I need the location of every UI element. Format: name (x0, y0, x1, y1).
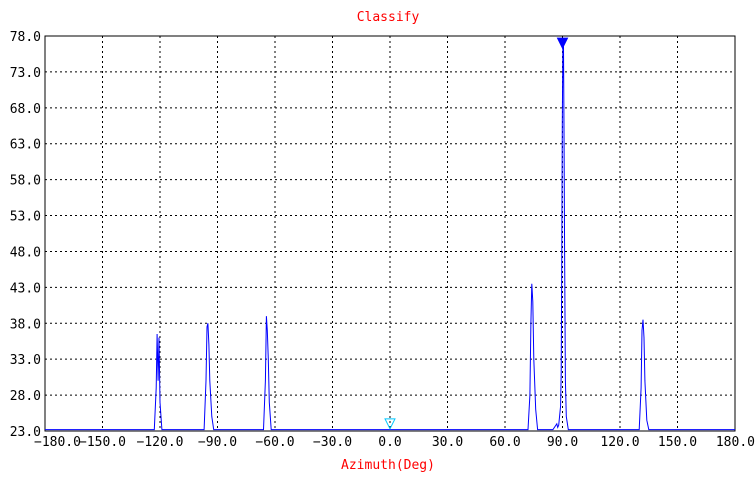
y-tick-label: 28.0 (10, 389, 41, 404)
plot-frame (44, 35, 736, 432)
y-tick-label: 78.0 (10, 30, 41, 45)
x-tick-label: −90.0 (198, 435, 237, 450)
y-tick-label: 68.0 (10, 102, 41, 117)
x-tick-label: −60.0 (255, 435, 294, 450)
cursor-marker (384, 418, 396, 430)
x-tick-label: 90.0 (547, 435, 578, 450)
y-tick-label: 33.0 (10, 353, 41, 368)
peak-marker (556, 37, 569, 50)
chart-title: Classify (357, 10, 420, 25)
y-tick-label: 38.0 (10, 317, 41, 332)
marker-layer (384, 37, 569, 430)
x-tick-label: −150.0 (79, 435, 126, 450)
x-axis-label: Azimuth(Deg) (341, 458, 435, 473)
y-tick-label: 58.0 (10, 174, 41, 189)
series-layer (45, 43, 735, 431)
y-tick-label: 63.0 (10, 138, 41, 153)
y-tick-label: 43.0 (10, 281, 41, 296)
series-line (45, 43, 735, 431)
x-tick-label: 120.0 (600, 435, 639, 450)
x-tick-label: 0.0 (378, 435, 401, 450)
x-tick-label: −180.0 (34, 435, 81, 450)
x-tick-label: −120.0 (137, 435, 184, 450)
y-tick-label: 23.0 (10, 425, 41, 440)
y-tick-label: 73.0 (10, 66, 41, 81)
y-tick-labels: 23.0 28.0 33.0 38.0 43.0 48.0 53.0 58.0 63.0 68.0… (10, 30, 41, 440)
x-tick-label: −30.0 (313, 435, 352, 450)
grid (45, 36, 735, 431)
x-tick-label: 60.0 (489, 435, 520, 450)
x-tick-labels: −180.0−150.0 −120.0 −90.0 −60.0 −30.0 0.0 30.0… (34, 435, 755, 450)
x-tick-label: 150.0 (658, 435, 697, 450)
y-tick-label: 48.0 (10, 245, 41, 260)
x-tick-label: 180.0 (716, 435, 755, 450)
y-tick-label: 53.0 (10, 210, 41, 225)
x-tick-label: 30.0 (432, 435, 463, 450)
